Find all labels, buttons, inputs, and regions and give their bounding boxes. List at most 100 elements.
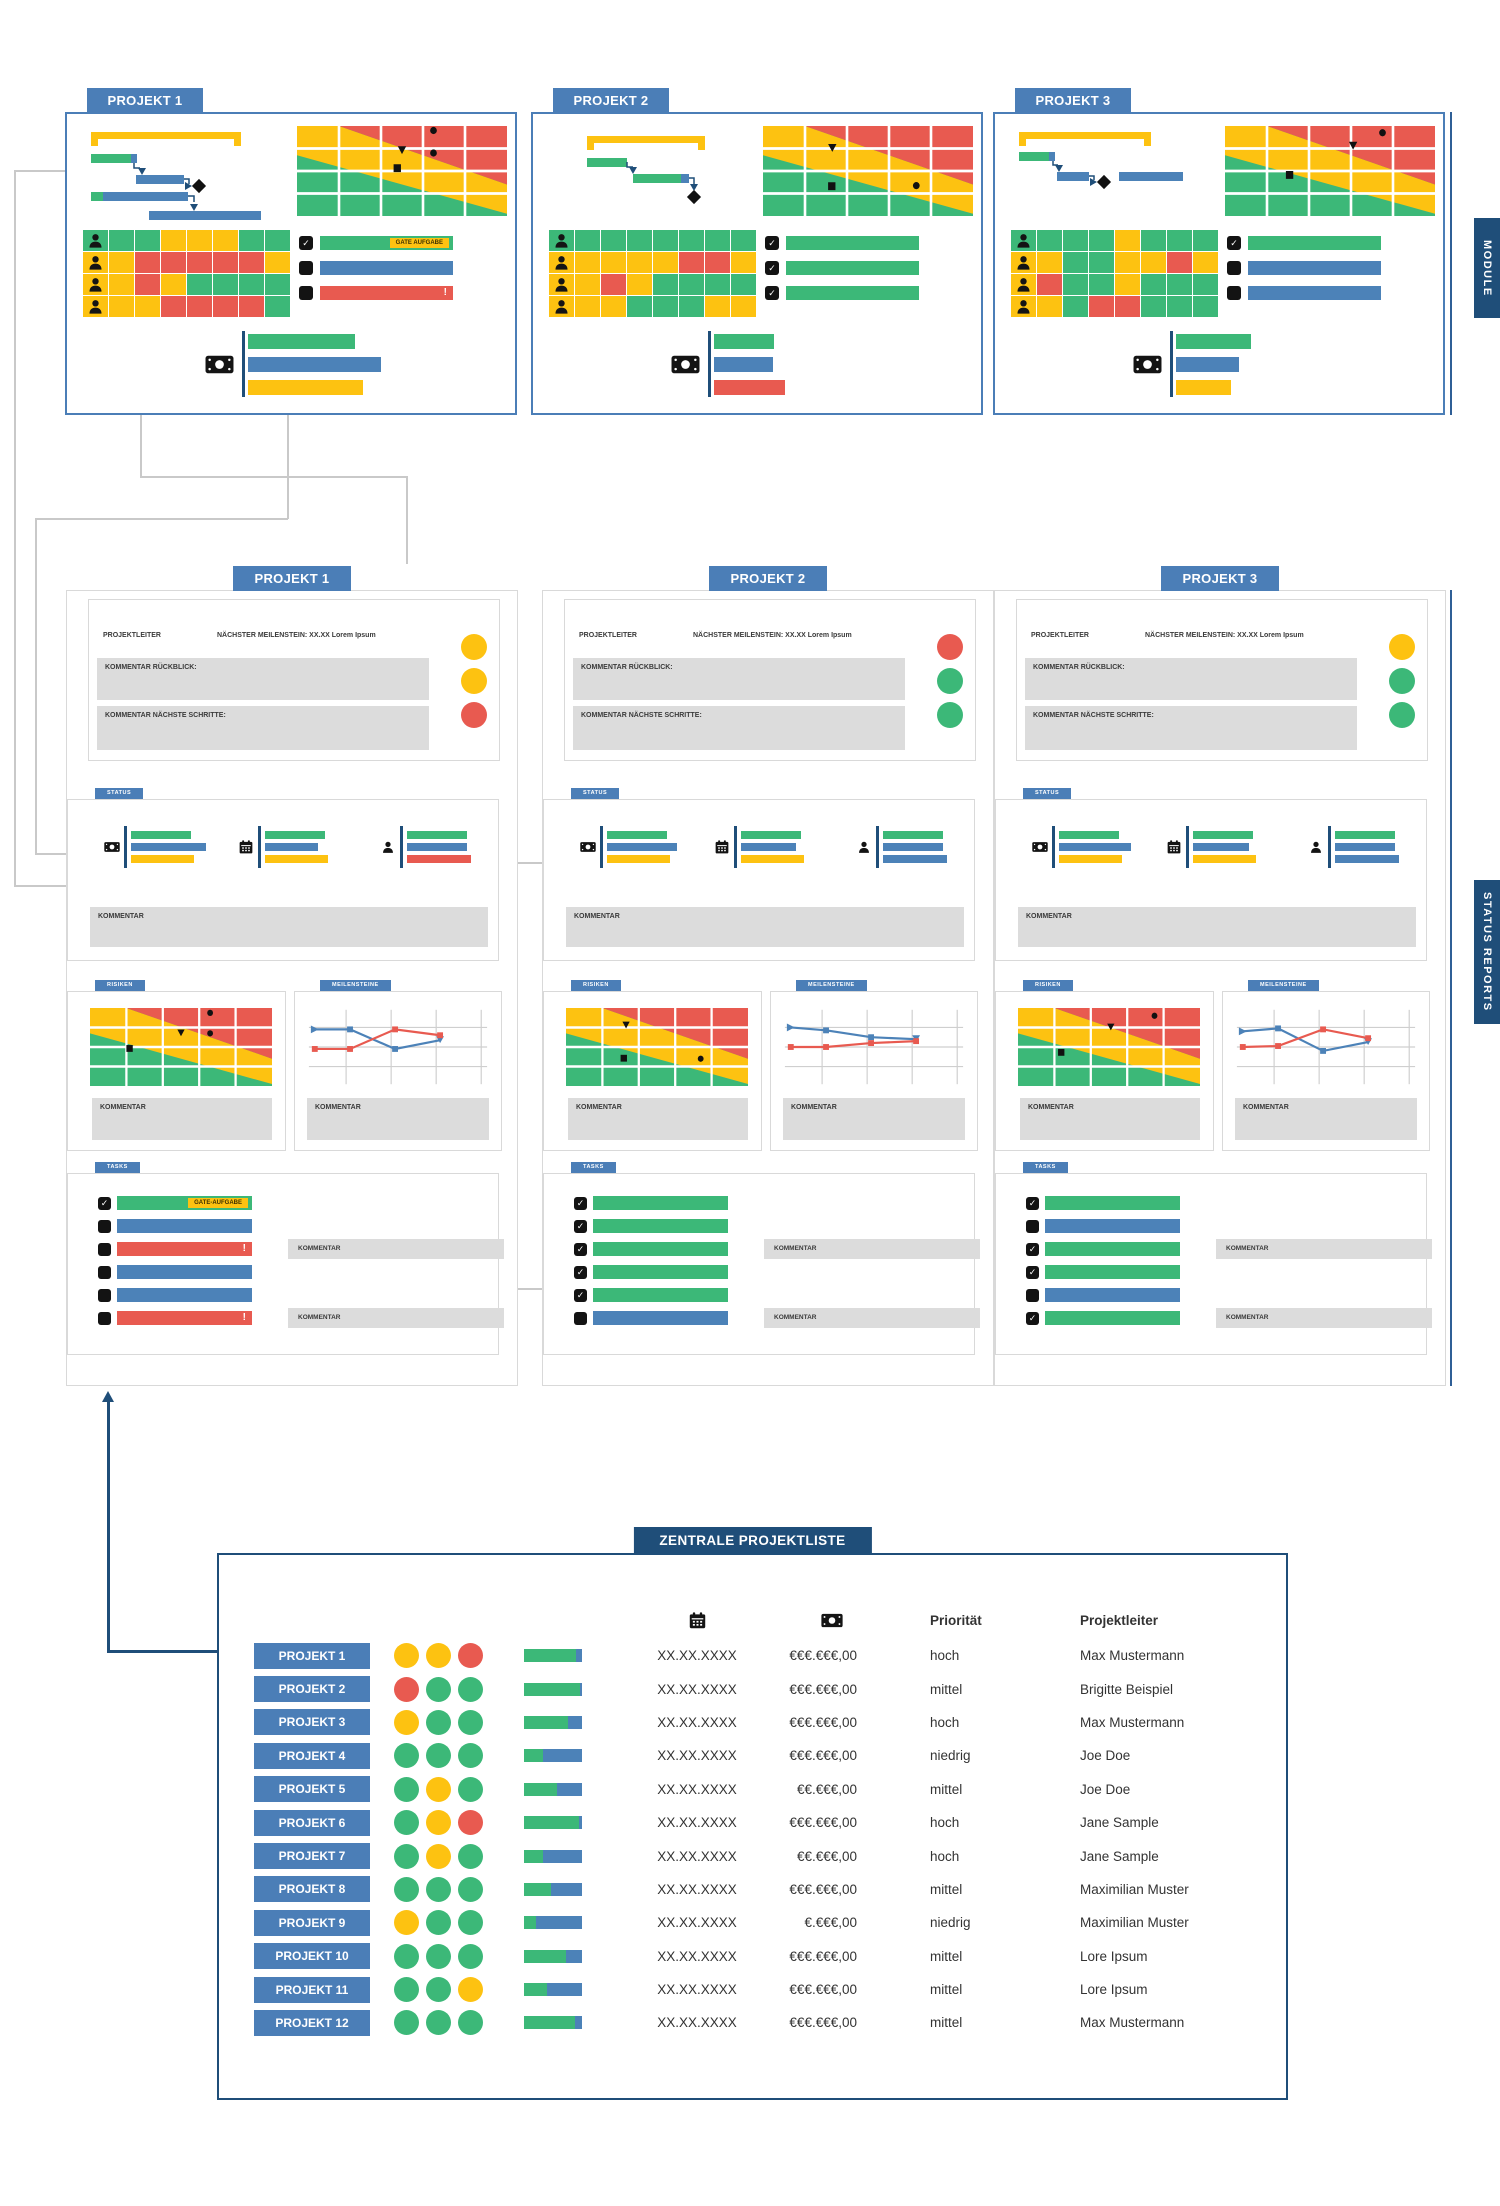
status-kommentar-box[interactable]: KOMMENTAR bbox=[1018, 907, 1416, 947]
money-icon bbox=[205, 355, 234, 374]
meilensteine-kommentar-box[interactable]: KOMMENTAR bbox=[1235, 1098, 1417, 1140]
kommentar-rueckblick-box[interactable]: KOMMENTAR RÜCKBLICK: bbox=[573, 658, 905, 700]
task-checkbox[interactable] bbox=[98, 1242, 111, 1256]
task-bar bbox=[117, 1219, 252, 1233]
team-grid-cell bbox=[265, 230, 290, 251]
person-icon bbox=[553, 298, 570, 315]
project-button[interactable]: PROJEKT 12 bbox=[254, 2009, 370, 2036]
kommentar-schritte-box[interactable]: KOMMENTAR NÄCHSTE SCHRITTE: bbox=[97, 706, 429, 750]
task-checkbox[interactable]: ✓ bbox=[574, 1265, 587, 1279]
team-grid-cell bbox=[161, 274, 186, 295]
team-grid-cell bbox=[109, 274, 134, 295]
task-checkbox[interactable] bbox=[1227, 261, 1241, 275]
milestones-chart bbox=[1236, 1009, 1416, 1085]
task-checkbox[interactable] bbox=[98, 1288, 111, 1302]
progress-fill bbox=[524, 1983, 548, 1997]
project-button[interactable]: PROJEKT 2 bbox=[254, 1676, 370, 1703]
task-checkbox[interactable]: ✓ bbox=[1026, 1196, 1039, 1210]
task-checkbox[interactable]: ✓ bbox=[574, 1196, 587, 1210]
date-cell: XX.XX.XXXX bbox=[657, 1714, 737, 1730]
kommentar-schritte-box[interactable]: KOMMENTAR NÄCHSTE SCHRITTE: bbox=[1025, 706, 1357, 750]
task-checkbox[interactable]: ✓ bbox=[574, 1288, 587, 1302]
risiken-kommentar-box[interactable]: KOMMENTAR bbox=[92, 1098, 272, 1140]
budget-cell: €€.€€€,00 bbox=[796, 1848, 857, 1864]
budget-cell: €€.€€€,00 bbox=[796, 1781, 857, 1797]
status-bar-group-calendar bbox=[1166, 826, 1256, 868]
task-bar: GATE-AUFGABE bbox=[117, 1196, 252, 1210]
team-grid-row bbox=[83, 230, 290, 251]
status-kommentar-box[interactable]: KOMMENTAR bbox=[90, 907, 488, 947]
task-comment-box[interactable]: KOMMENTAR bbox=[764, 1308, 980, 1328]
risk-matrix bbox=[90, 1008, 272, 1086]
project-button[interactable]: PROJEKT 3 bbox=[254, 1709, 370, 1736]
task-checkbox[interactable]: ✓ bbox=[765, 261, 779, 275]
meilensteine-kommentar-box[interactable]: KOMMENTAR bbox=[783, 1098, 965, 1140]
task-checkbox[interactable]: ✓ bbox=[1026, 1311, 1039, 1325]
budget-bar bbox=[248, 356, 381, 372]
task-checkbox[interactable]: ✓ bbox=[574, 1242, 587, 1256]
budget-bar bbox=[714, 356, 773, 372]
kommentar-rueckblick-box[interactable]: KOMMENTAR RÜCKBLICK: bbox=[1025, 658, 1357, 700]
task-comment-box[interactable]: KOMMENTAR bbox=[288, 1239, 504, 1259]
status-bar bbox=[131, 831, 191, 839]
project-button[interactable]: PROJEKT 6 bbox=[254, 1809, 370, 1836]
team-grid-cell bbox=[1115, 274, 1140, 295]
task-checkbox[interactable] bbox=[299, 286, 313, 300]
task-checkbox[interactable]: ✓ bbox=[765, 236, 779, 250]
task-comment-box[interactable]: KOMMENTAR bbox=[288, 1308, 504, 1328]
task-checkbox[interactable] bbox=[98, 1311, 111, 1325]
team-grid-cell bbox=[239, 274, 264, 295]
task-checkbox[interactable] bbox=[1227, 286, 1241, 300]
progress-bar bbox=[524, 1882, 582, 1896]
team-grid-cell bbox=[601, 274, 626, 295]
project-button[interactable]: PROJEKT 9 bbox=[254, 1909, 370, 1936]
task-checkbox[interactable]: ✓ bbox=[1026, 1242, 1039, 1256]
status-bar bbox=[607, 843, 677, 851]
budget-cell: €€€.€€€,00 bbox=[789, 1648, 857, 1664]
team-grid-cell bbox=[1115, 230, 1140, 251]
kommentar-rueckblick-box[interactable]: KOMMENTAR RÜCKBLICK: bbox=[97, 658, 429, 700]
status-section-label: STATUS bbox=[95, 788, 144, 799]
alert-icon: ! bbox=[242, 1312, 246, 1323]
table-row: PROJEKT 11 XX.XX.XXXX €€€.€€€,00 mittel … bbox=[219, 1973, 1286, 2006]
project-button[interactable]: PROJEKT 5 bbox=[254, 1776, 370, 1803]
project-button[interactable]: PROJEKT 10 bbox=[254, 1943, 370, 1970]
task-comment-box[interactable]: KOMMENTAR bbox=[764, 1239, 980, 1259]
project-button[interactable]: PROJEKT 8 bbox=[254, 1876, 370, 1903]
task-checkbox[interactable]: ✓ bbox=[299, 236, 313, 250]
task-checkbox[interactable] bbox=[1026, 1288, 1039, 1302]
task-checkbox[interactable]: ✓ bbox=[765, 286, 779, 300]
team-grid-cell bbox=[601, 252, 626, 273]
team-grid-cell bbox=[109, 230, 134, 251]
meilensteine-kommentar-box[interactable]: KOMMENTAR bbox=[307, 1098, 489, 1140]
task-checkbox[interactable]: ✓ bbox=[1227, 236, 1241, 250]
task-checkbox[interactable] bbox=[98, 1265, 111, 1279]
task-checkbox[interactable] bbox=[574, 1311, 587, 1325]
task-checkbox[interactable] bbox=[299, 261, 313, 275]
project-button[interactable]: PROJEKT 11 bbox=[254, 1976, 370, 2003]
status-kommentar-box[interactable]: KOMMENTAR bbox=[566, 907, 964, 947]
task-row: KOMMENTAR bbox=[574, 1308, 980, 1328]
task-comment-box[interactable]: KOMMENTAR bbox=[1216, 1308, 1432, 1328]
task-checkbox[interactable] bbox=[98, 1219, 111, 1233]
budget-column-header bbox=[757, 1613, 857, 1628]
connector-line bbox=[140, 476, 407, 478]
team-grid-cell bbox=[1063, 296, 1088, 317]
status-bar bbox=[1059, 831, 1119, 839]
traffic-light bbox=[937, 634, 963, 660]
project-button[interactable]: PROJEKT 4 bbox=[254, 1742, 370, 1769]
task-row: ✓ GATE AUFGABE bbox=[299, 236, 507, 250]
team-grid-row bbox=[549, 230, 756, 251]
task-checkbox[interactable]: ✓ bbox=[98, 1196, 111, 1210]
task-checkbox[interactable] bbox=[1026, 1219, 1039, 1233]
project-button[interactable]: PROJEKT 7 bbox=[254, 1843, 370, 1870]
traffic-light bbox=[458, 1743, 483, 1769]
kommentar-schritte-box[interactable]: KOMMENTAR NÄCHSTE SCHRITTE: bbox=[573, 706, 905, 750]
risiken-section: KOMMENTAR bbox=[995, 991, 1214, 1151]
task-checkbox[interactable]: ✓ bbox=[1026, 1265, 1039, 1279]
risiken-kommentar-box[interactable]: KOMMENTAR bbox=[568, 1098, 748, 1140]
task-comment-box[interactable]: KOMMENTAR bbox=[1216, 1239, 1432, 1259]
task-checkbox[interactable]: ✓ bbox=[574, 1219, 587, 1233]
project-button[interactable]: PROJEKT 1 bbox=[254, 1642, 370, 1669]
risiken-kommentar-box[interactable]: KOMMENTAR bbox=[1020, 1098, 1200, 1140]
